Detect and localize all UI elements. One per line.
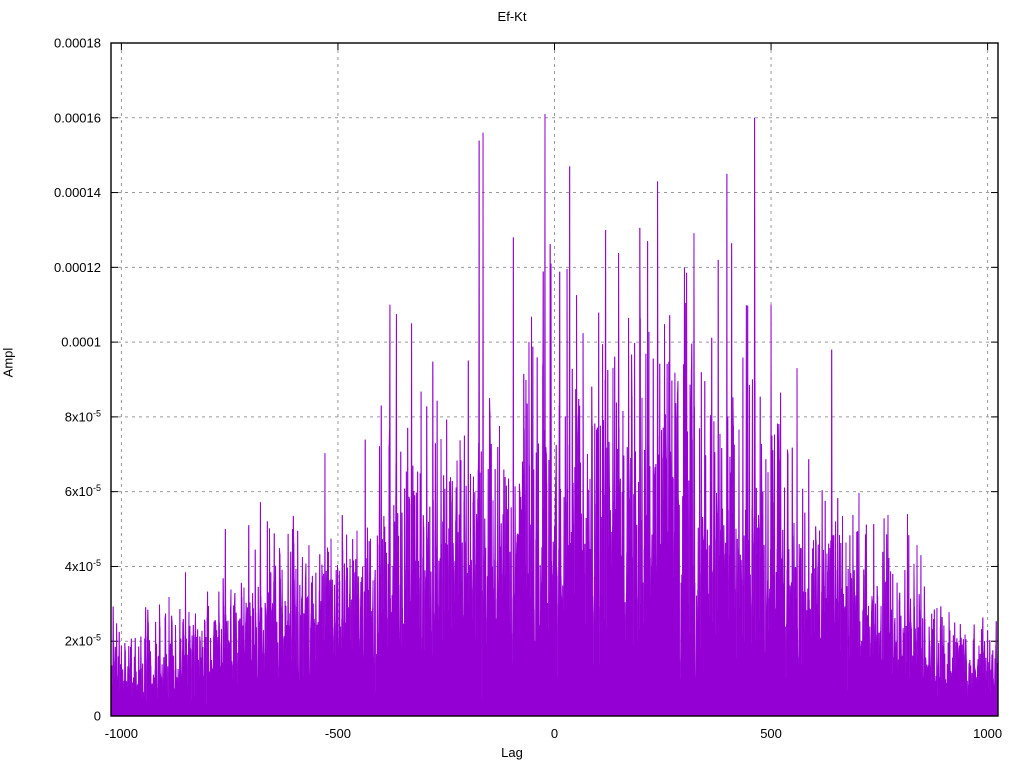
y-tick-label: 8x10-5 [65, 408, 101, 424]
series-outline [110, 114, 999, 715]
x-axis-label: Lag [501, 745, 523, 760]
y-tick-label: 0 [94, 709, 101, 724]
x-tick-label: 0 [551, 726, 558, 741]
y-tick-label: 0.00014 [54, 185, 101, 200]
tick-labels: 0 2x10-5 4x10-5 6x10-5 8x10-5 0.0001 0.00012 0.… [54, 36, 1002, 742]
y-tick-label: 6x10-5 [65, 483, 101, 499]
x-tick-label: 500 [760, 726, 782, 741]
x-tick-label: -1000 [105, 726, 138, 741]
y-tick-label: 0.00012 [54, 260, 101, 275]
y-tick-label: 0.00016 [54, 110, 101, 125]
y-tick-label: 2x10-5 [65, 633, 101, 649]
y-tick-label: 0.00018 [54, 36, 101, 51]
plot-border [110, 42, 999, 717]
x-tick-label: -500 [325, 726, 351, 741]
y-tick-label: 4x10-5 [65, 558, 101, 574]
y-tick-label: 0.0001 [61, 335, 101, 350]
chart-title: Ef-Kt [497, 9, 527, 24]
x-tick-label: 1000 [973, 726, 1002, 741]
axes-frame [110, 42, 999, 717]
